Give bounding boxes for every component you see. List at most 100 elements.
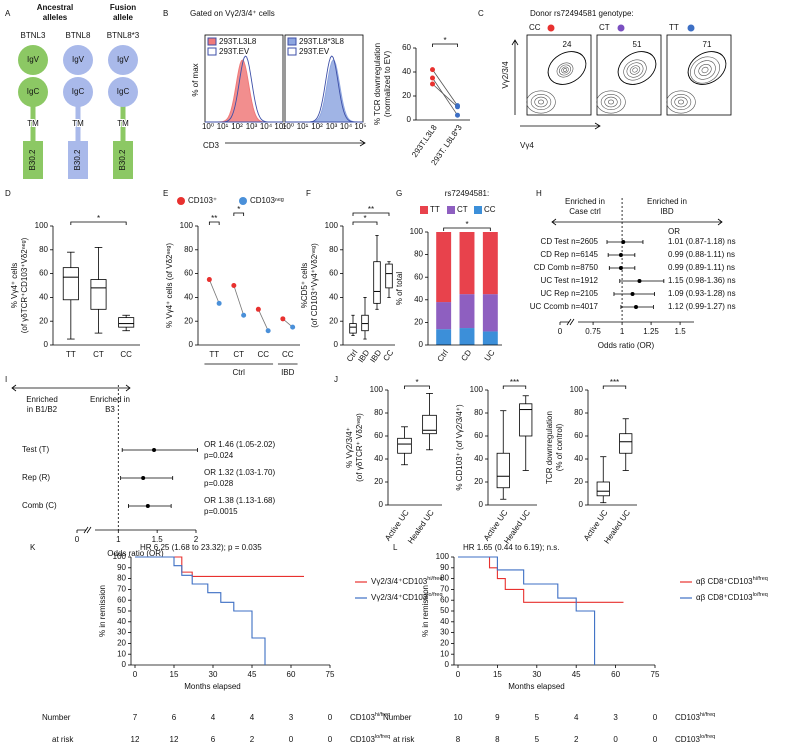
label-sup: hi/freq	[375, 712, 390, 718]
dot	[455, 112, 460, 118]
legend-label: CT	[457, 205, 468, 214]
group-header: Ancestral	[37, 3, 73, 12]
p-label: p=0.028	[204, 479, 234, 488]
y-tick-label: 100	[35, 221, 49, 230]
value-label: 0.99 (0.89-1.11) ns	[668, 263, 735, 272]
y-tick-label: 100	[370, 385, 384, 394]
tm-stem	[120, 105, 126, 141]
significance-label: *	[363, 214, 366, 223]
y-tick-label: 50	[440, 606, 449, 615]
domain-label: TM	[117, 119, 129, 128]
x-tick-label: 10²	[231, 122, 243, 131]
axis-arrow	[511, 39, 519, 115]
y-tick-label: 20	[117, 639, 126, 648]
significance-label: *	[465, 220, 468, 229]
label-main: CD103	[675, 713, 700, 722]
box	[349, 323, 357, 334]
header-arrow	[551, 218, 723, 226]
y-tick-label: 20	[414, 318, 423, 327]
significance-label: ***	[510, 378, 519, 387]
x-tick-label: 1.5	[675, 327, 687, 336]
odds-ratio-point	[621, 240, 626, 244]
flow-frame	[526, 34, 592, 116]
legend-swatch	[287, 47, 297, 56]
legend-label: αβ CD8⁺CD103lo/freq	[696, 592, 768, 602]
x-tick-label: CC	[120, 350, 132, 359]
panel-label: E	[163, 189, 168, 198]
y-tick-label: 50	[117, 606, 126, 615]
legend-swatch	[474, 206, 482, 214]
domain-label: B30.2	[73, 149, 82, 170]
legend-label: CD103⁺	[188, 196, 217, 205]
legend-marker	[177, 197, 185, 205]
risk-label: at risk	[393, 735, 415, 744]
x-tick-label: UC	[483, 348, 497, 363]
igc-domain	[18, 77, 48, 107]
gate	[687, 51, 727, 85]
significance-bracket	[70, 221, 127, 225]
x-tick-label: 10⁴	[260, 122, 273, 131]
flow-title: Donor rs72494581 genotype:	[530, 9, 634, 18]
y-axis-label: (of CD103⁺Vγ4⁺Vδ2ⁿᵉᵍ)	[310, 243, 319, 328]
y-axis-label: % of total	[395, 272, 404, 306]
y-tick-label: 40	[329, 293, 338, 302]
dot	[231, 283, 237, 288]
y-tick-label: 80	[374, 408, 383, 417]
y-axis-label: % of max	[191, 63, 200, 96]
risk-count: 3	[289, 713, 294, 722]
risk-count: 4	[211, 713, 216, 722]
odds-ratio-point	[634, 305, 638, 309]
risk-row-label: CD103hi/freq	[675, 712, 715, 722]
y-tick-label: 100	[410, 227, 424, 236]
risk-count: 12	[170, 735, 179, 744]
domain-label: IgC	[72, 87, 85, 96]
contour	[666, 90, 696, 114]
dot	[241, 312, 247, 318]
risk-count: 0	[289, 735, 294, 744]
box	[596, 481, 610, 497]
bar-segment	[459, 328, 475, 345]
y-tick-label: 0	[419, 340, 424, 349]
flow-frame	[596, 34, 662, 116]
domain-label: IgV	[117, 55, 130, 64]
significance-bracket	[443, 227, 491, 231]
x-tick-label: 15	[493, 670, 502, 679]
label-sup: hi/freq	[753, 576, 768, 582]
row-label: UC Ccomb n=4017	[530, 302, 599, 311]
igv-domain	[63, 45, 93, 75]
x-tick-label: 10²	[311, 122, 323, 131]
dot	[206, 277, 212, 283]
x-tick-label: Ctrl	[436, 348, 451, 364]
y-tick-label: 20	[329, 316, 338, 325]
x-tick-label: 10⁰	[202, 122, 214, 131]
y-tick-label: 60	[402, 43, 411, 52]
x-tick-label: TT	[209, 350, 219, 359]
label-sup: lo/freq	[375, 734, 390, 740]
panel-label: C	[478, 9, 484, 18]
histogram	[205, 55, 283, 123]
construct-name: BTNL8*3	[107, 31, 140, 40]
contour	[694, 60, 716, 80]
b30-domain	[113, 141, 133, 179]
y-axis-label: Vγ2/3/4	[501, 61, 510, 89]
x-tick-label: Active UC	[383, 508, 411, 542]
risk-row-label: CD103lo/freq	[350, 734, 390, 744]
row-label: UC Test n=1912	[541, 276, 599, 285]
gate-percent: 71	[703, 40, 712, 49]
x-tick-label: 45	[248, 670, 257, 679]
y-tick-label: 60	[374, 431, 383, 440]
box	[118, 317, 135, 328]
risk-label: Number	[383, 713, 412, 722]
risk-label: Number	[42, 713, 71, 722]
x-tick-label: CT	[93, 350, 104, 359]
panel-label: B	[163, 9, 168, 18]
y-axis-label: %CD5⁺ cells	[300, 263, 309, 309]
x-tick-label: TT	[66, 350, 76, 359]
y-tick-label: 0	[334, 340, 339, 349]
x-tick-label: 0	[456, 670, 461, 679]
header-arrow	[11, 384, 131, 392]
domain-label: B30.2	[118, 149, 127, 170]
value-label: 1.01 (0.87-1.18) ns	[668, 237, 736, 246]
